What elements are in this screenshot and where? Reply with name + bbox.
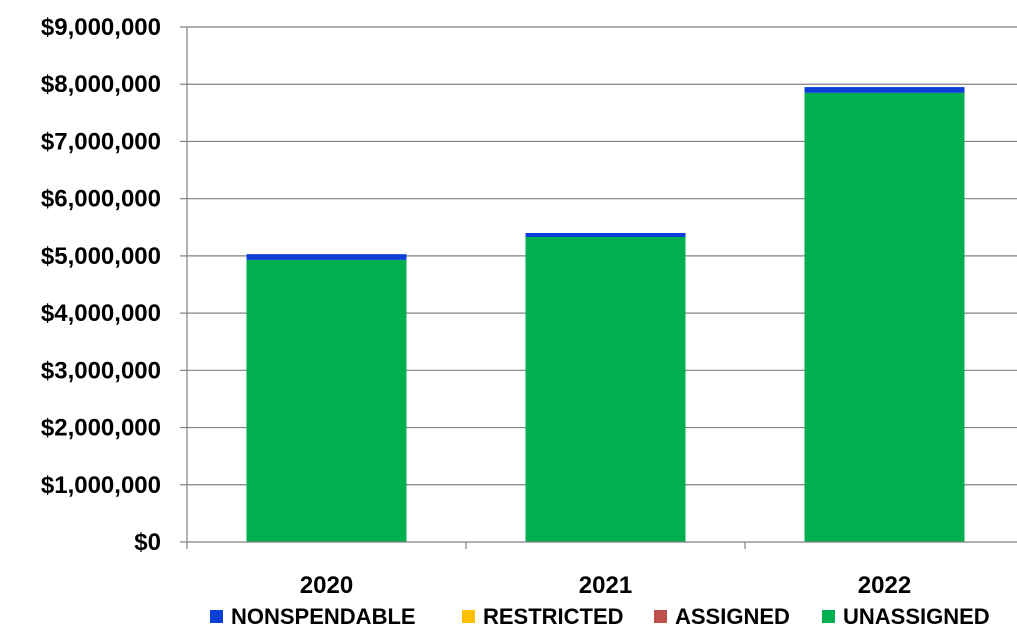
legend-label-unassigned: UNASSIGNED [843,604,990,629]
legend: NONSPENDABLE RESTRICTED ASSIGNED UNASSIGNED [210,604,990,629]
bar-segment-nonspendable [804,87,965,93]
legend-label-nonspendable: NONSPENDABLE [231,604,416,629]
bar-segment-nonspendable [246,254,407,260]
y-tick-label: $5,000,000 [41,243,161,270]
x-category-label: 2020 [300,572,353,599]
y-tick-label: $9,000,000 [41,14,161,41]
legend-label-assigned: ASSIGNED [675,604,790,629]
bar-segment-unassigned [804,92,965,543]
y-tick-label: $4,000,000 [41,300,161,327]
bars [246,87,965,543]
x-axis-category-labels: 2020 2021 2022 [300,572,911,599]
bar-segment-nonspendable [525,233,686,238]
bar-segment-unassigned [246,259,407,542]
legend-swatch-assigned [654,610,667,623]
y-tick-label: $0 [134,529,161,556]
axes [180,26,1017,549]
legend-label-restricted: RESTRICTED [483,604,624,629]
y-axis-tick-labels: $0 $1,000,000 $2,000,000 $3,000,000 $4,000,0… [41,14,161,556]
legend-swatch-nonspendable [210,610,223,623]
y-tick-label: $1,000,000 [41,472,161,499]
x-category-label: 2022 [858,572,911,599]
y-tick-label: $2,000,000 [41,415,161,442]
legend-swatch-restricted [462,610,475,623]
y-tick-label: $8,000,000 [41,71,161,98]
y-tick-label: $6,000,000 [41,186,161,213]
x-category-label: 2021 [579,572,632,599]
y-tick-label: $7,000,000 [41,128,161,155]
bar-segment-unassigned [525,237,686,542]
legend-swatch-unassigned [822,610,835,623]
y-tick-label: $3,000,000 [41,357,161,384]
